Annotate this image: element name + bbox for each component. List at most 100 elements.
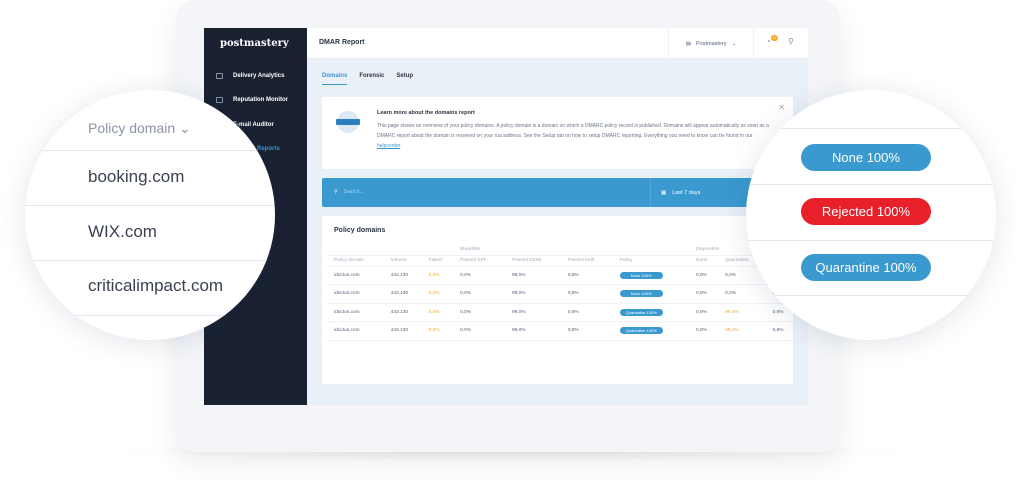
- cell-4: 99,0%: [503, 303, 560, 322]
- divider: [25, 315, 275, 316]
- domain-item: booking.com: [88, 167, 185, 186]
- column-header: Failed: [420, 255, 453, 267]
- cell-5: 0,8%: [559, 266, 612, 285]
- divider: [25, 150, 275, 151]
- sidebar-item-reputation-monitor[interactable]: Reputation Monitor: [216, 97, 288, 103]
- cell-3: 0,0%: [452, 266, 504, 285]
- column-header: Volume: [382, 255, 421, 267]
- policy-domains-table: Blacklists Disposition Policy domain Volum…: [326, 244, 793, 341]
- cell-6: None 100%: [611, 266, 688, 285]
- info-title: Learn more about the domains report: [377, 110, 475, 116]
- column-header: Passed both: [559, 255, 612, 267]
- cell-3: 0,0%: [452, 303, 504, 322]
- chevron-down-icon: ⌄: [179, 120, 191, 136]
- search-placeholder: Search...: [343, 189, 364, 195]
- divider: [746, 184, 996, 185]
- cell-7: 0,8%: [687, 303, 718, 322]
- divider: [746, 128, 996, 129]
- column-header: None: [687, 255, 718, 267]
- account-dropdown[interactable]: ▤ Postmastery ⌄: [668, 28, 754, 59]
- cell-2: 0,2%: [420, 303, 453, 322]
- table-row[interactable]: idoctus.com 443.130 0,2% 0,0% 99,0% 0,8% Quara…: [326, 303, 793, 322]
- building-icon: ▤: [685, 40, 691, 47]
- cell-2: 0,2%: [420, 321, 453, 341]
- header-label: Policy domain: [88, 120, 176, 136]
- domain-item: criticalimpact.com: [88, 276, 224, 295]
- domain-item: WIX.com: [88, 222, 157, 241]
- table-row[interactable]: idoctus.com 443.130 0,2% 0,0% 99,0% 0,8% Quara…: [326, 321, 793, 341]
- cell-1: 443.130: [382, 303, 421, 322]
- cell-7: 0,8%: [687, 321, 718, 341]
- logo: postmastery: [220, 38, 289, 49]
- chevron-down-icon: ⌄: [731, 40, 737, 47]
- divider: [25, 260, 275, 261]
- cell-5: 0,8%: [559, 321, 612, 341]
- tab-domains[interactable]: Domains: [322, 73, 348, 85]
- cell-6: Quarantine 100%: [611, 303, 688, 322]
- info-body: This page shows an overview of your poli…: [377, 121, 777, 151]
- cell-0: idoctus.com: [326, 321, 383, 341]
- policy-pill: None 100%: [619, 271, 663, 279]
- column-header: Passed DKIM: [503, 255, 560, 267]
- cell-0: idoctus.com: [326, 266, 383, 285]
- cell-8: 99,4%: [717, 303, 765, 322]
- zoom-callout-policies: None 100% Rejected 100% Quarantine 100%: [746, 90, 996, 340]
- cell-7: 0,8%: [687, 284, 718, 304]
- monitor-icon: [216, 97, 223, 103]
- search-icon: ⚲: [334, 189, 338, 195]
- table-row[interactable]: idoctus.com 443.130 0,2% 0,0% 99,0% 0,8% None …: [326, 266, 793, 285]
- zoom-callout-domains: Policy domain ⌄ booking.com WIX.com crit…: [25, 90, 275, 340]
- policy-domain-header[interactable]: Policy domain ⌄: [88, 120, 191, 137]
- tab-setup[interactable]: Setup: [396, 73, 414, 79]
- cell-2: 0,2%: [420, 266, 453, 285]
- cell-4: 99,0%: [503, 284, 560, 304]
- cell-8: 0,0%: [717, 284, 765, 304]
- info-end: .: [400, 143, 402, 149]
- info-text: This page shows an overview of your poli…: [377, 123, 769, 139]
- helpcenter-link[interactable]: helpcenter: [377, 143, 401, 149]
- calendar-icon: ▦: [661, 189, 667, 196]
- notification-badge: 12: [771, 35, 778, 41]
- column-header[interactable]: Policy domain: [326, 255, 383, 267]
- cell-1: 443.130: [382, 284, 421, 304]
- group-disposition: Disposition: [687, 244, 793, 256]
- filter-bar: ⚲ Search... ▦ Last 7 days: [322, 178, 793, 207]
- cell-5: 0,8%: [559, 284, 612, 304]
- divider: [746, 295, 996, 296]
- cell-8: 99,4%: [717, 321, 765, 341]
- cell-6: Quarantine 100%: [611, 321, 688, 341]
- cell-0: idoctus.com: [326, 303, 383, 322]
- policy-domains-card: Policy domains Blacklists Disposition Pol…: [322, 216, 793, 384]
- cell-5: 0,8%: [559, 303, 612, 322]
- table-row[interactable]: idoctus.com 443.130 0,2% 0,0% 99,0% 0,8% None …: [326, 284, 793, 304]
- sidebar-item-label: E-mail Auditor: [233, 122, 274, 128]
- chart-icon: [216, 73, 223, 79]
- user-icon[interactable]: ⚲: [788, 37, 794, 46]
- policy-pill-rejected: Rejected 100%: [801, 198, 931, 225]
- app-screen: postmastery Delivery Analytics Reputatio…: [204, 28, 808, 405]
- date-range-picker[interactable]: ▦ Last 7 days: [650, 178, 700, 207]
- sidebar-item-label: Reputation Monitor: [233, 97, 288, 103]
- info-banner: Learn more about the domains report This…: [322, 97, 793, 169]
- cell-6: None 100%: [611, 284, 688, 304]
- notification-bell-icon[interactable]: ◔: [766, 37, 771, 46]
- group-blacklists: Blacklists: [452, 244, 612, 256]
- tab-forensic[interactable]: Forensic: [359, 73, 385, 79]
- account-name: Postmastery: [696, 40, 727, 47]
- tabs: Domains Forensic Setup: [322, 73, 413, 85]
- cell-9: 0,8%: [764, 303, 793, 322]
- cell-2: 0,2%: [420, 284, 453, 304]
- policy-pill: None 100%: [619, 290, 663, 298]
- divider: [746, 240, 996, 241]
- top-bar: DMAR Report ▤ Postmastery ⌄ ◔ 12 ⚲: [307, 28, 808, 59]
- divider: [25, 205, 275, 206]
- globe-icon: [336, 111, 360, 133]
- table-title: Policy domains: [334, 227, 386, 234]
- page-title: DMAR Report: [319, 39, 365, 46]
- close-icon[interactable]: ✕: [778, 103, 785, 112]
- sidebar-item-delivery-analytics[interactable]: Delivery Analytics: [216, 73, 284, 79]
- search-input[interactable]: ⚲ Search...: [334, 189, 364, 195]
- cell-4: 99,0%: [503, 321, 560, 341]
- cell-9: 0,8%: [764, 321, 793, 341]
- column-header: Passed SPF: [452, 255, 504, 267]
